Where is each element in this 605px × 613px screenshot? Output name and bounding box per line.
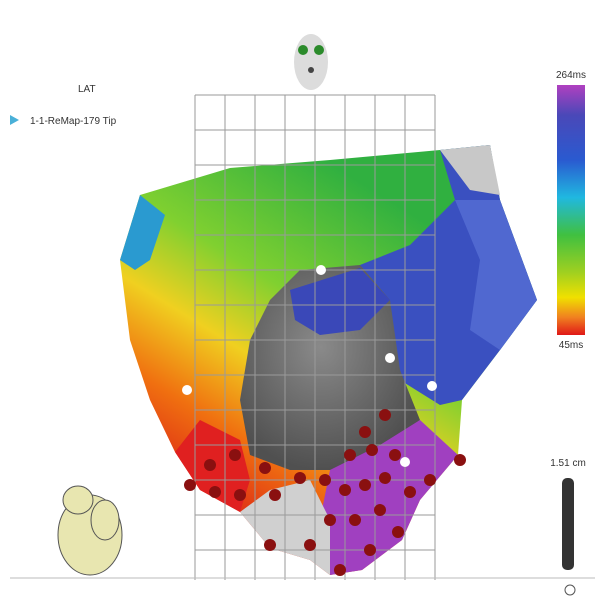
anatomy-map bbox=[120, 145, 537, 575]
heart-icon bbox=[58, 486, 122, 575]
scale-bar-handle bbox=[565, 585, 575, 595]
orientation-icon bbox=[294, 34, 328, 90]
scale-bar bbox=[562, 478, 574, 570]
scale-bar-label: 1.51 cm bbox=[550, 458, 586, 469]
legend-item: 1-1-ReMap-179 Tip bbox=[30, 116, 117, 127]
color-scale bbox=[557, 85, 585, 335]
map-view: LAT 1-1-ReMap-179 Tip 264ms 45ms 1.51 cm bbox=[0, 0, 605, 613]
scale-min-label: 45ms bbox=[559, 340, 583, 351]
scale-max-label: 264ms bbox=[556, 70, 586, 81]
legend-marker bbox=[10, 115, 19, 125]
legend-title: LAT bbox=[78, 84, 96, 95]
